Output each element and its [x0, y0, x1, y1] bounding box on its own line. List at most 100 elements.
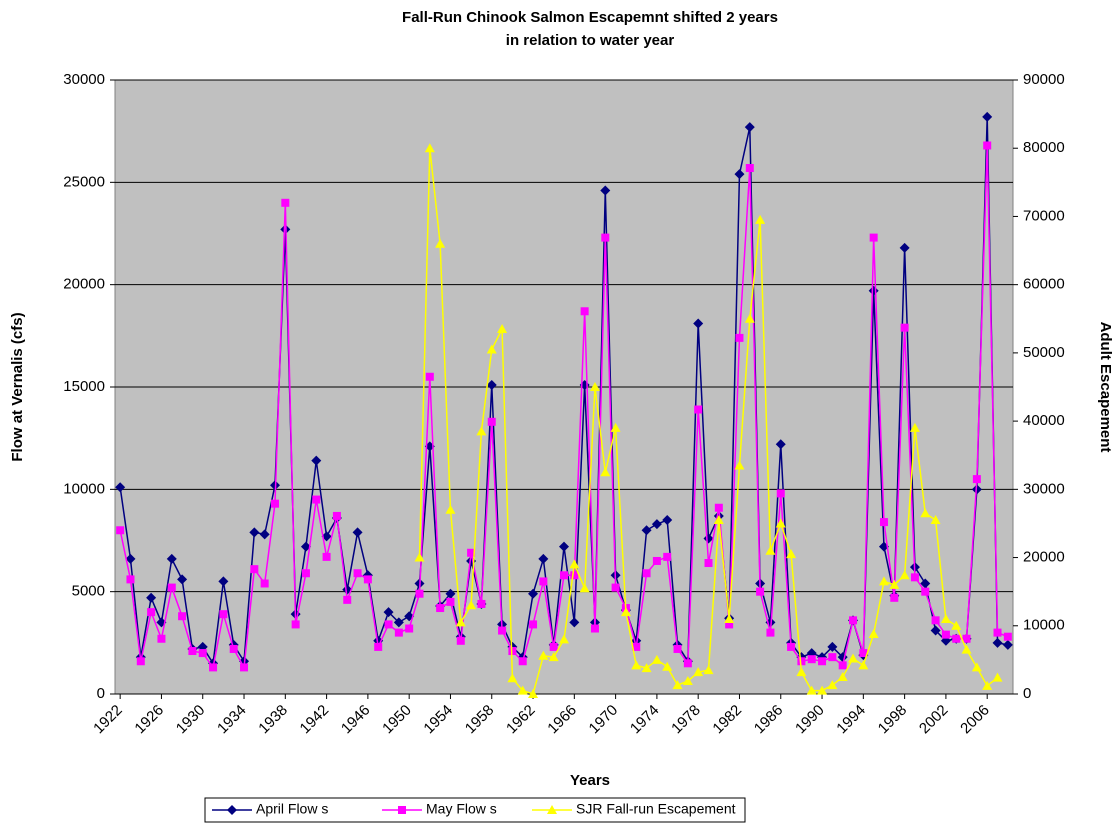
- point: [786, 549, 797, 559]
- point: [178, 612, 187, 621]
- point: [301, 569, 310, 578]
- y-tick-label: 20000: [63, 276, 105, 293]
- point: [538, 553, 549, 564]
- point: [589, 382, 600, 391]
- point: [858, 660, 869, 670]
- point: [477, 599, 486, 608]
- point: [952, 634, 961, 643]
- point: [818, 657, 827, 666]
- x-tick-label: 1950: [379, 702, 415, 738]
- point: [682, 676, 693, 686]
- point: [889, 579, 900, 589]
- y-tick-label: 10000: [63, 480, 105, 497]
- point: [311, 455, 322, 466]
- legend: [204, 797, 746, 823]
- point: [270, 499, 279, 508]
- point: [724, 613, 735, 623]
- point: [620, 607, 631, 617]
- point: [641, 525, 652, 536]
- point: [662, 515, 673, 526]
- point: [332, 511, 341, 520]
- point: [735, 333, 744, 342]
- point: [920, 578, 931, 589]
- y-tick-label: 15000: [63, 378, 105, 395]
- point: [983, 141, 992, 150]
- x-tick-label: 1970: [586, 702, 622, 738]
- point: [424, 143, 435, 153]
- point: [1002, 639, 1013, 650]
- point: [632, 642, 641, 651]
- point: [849, 616, 858, 625]
- chart-subtitle: in relation to water year: [506, 32, 675, 49]
- chart-title: Fall-Run Chinook Salmon Escapemnt shifte…: [402, 9, 778, 26]
- y2-tick-label: 0: [1023, 685, 1031, 702]
- point: [352, 527, 363, 538]
- point: [218, 576, 229, 587]
- point: [227, 805, 237, 815]
- point: [486, 379, 497, 390]
- point: [363, 575, 372, 584]
- point: [579, 583, 590, 593]
- point: [229, 644, 238, 653]
- point: [714, 503, 723, 512]
- x-tick-label: 1930: [173, 702, 209, 738]
- point: [486, 344, 497, 354]
- point: [600, 185, 611, 196]
- point: [560, 571, 568, 580]
- point: [476, 426, 487, 436]
- point: [806, 685, 817, 695]
- point: [992, 672, 1003, 682]
- point: [547, 805, 557, 814]
- point: [971, 662, 982, 672]
- point: [414, 552, 425, 562]
- point: [146, 592, 157, 603]
- point: [398, 806, 406, 814]
- point: [827, 680, 838, 690]
- y-tick-label: 0: [97, 685, 105, 702]
- point: [1003, 632, 1012, 641]
- point: [136, 657, 145, 666]
- point: [890, 593, 899, 602]
- x-tick-label: 1962: [503, 702, 539, 738]
- x-tick-label: 1966: [544, 702, 580, 738]
- point: [756, 587, 765, 596]
- point: [961, 644, 972, 654]
- y2-tick-label: 40000: [1023, 412, 1065, 429]
- point: [899, 242, 910, 253]
- x-tick-label: 1974: [627, 702, 663, 738]
- point: [353, 569, 362, 578]
- x-axis-title: Years: [570, 772, 610, 789]
- point: [559, 541, 569, 552]
- point: [590, 624, 599, 633]
- point: [694, 405, 703, 414]
- point: [642, 569, 651, 578]
- point: [899, 570, 910, 580]
- y2-tick-label: 50000: [1023, 344, 1065, 361]
- point: [869, 233, 878, 242]
- y2-tick-label: 60000: [1023, 276, 1065, 293]
- point: [188, 647, 197, 656]
- point: [765, 545, 776, 555]
- point: [868, 628, 879, 638]
- point: [930, 625, 941, 636]
- point: [900, 323, 909, 332]
- point: [931, 616, 940, 625]
- point: [745, 164, 754, 173]
- point: [744, 122, 755, 133]
- point: [775, 518, 786, 528]
- point: [240, 663, 249, 672]
- point: [859, 649, 868, 658]
- point: [393, 617, 404, 628]
- point: [508, 647, 517, 656]
- point: [259, 529, 270, 540]
- point: [300, 541, 311, 552]
- point: [445, 504, 456, 514]
- point: [652, 556, 661, 565]
- point: [662, 661, 673, 671]
- legend-label: SJR Fall-run Escapement: [576, 801, 736, 817]
- y-tick-label: 30000: [63, 71, 105, 88]
- y2-tick-label: 10000: [1023, 617, 1065, 634]
- point: [569, 559, 580, 569]
- y-tick-label: 25000: [63, 173, 105, 190]
- point: [116, 526, 125, 535]
